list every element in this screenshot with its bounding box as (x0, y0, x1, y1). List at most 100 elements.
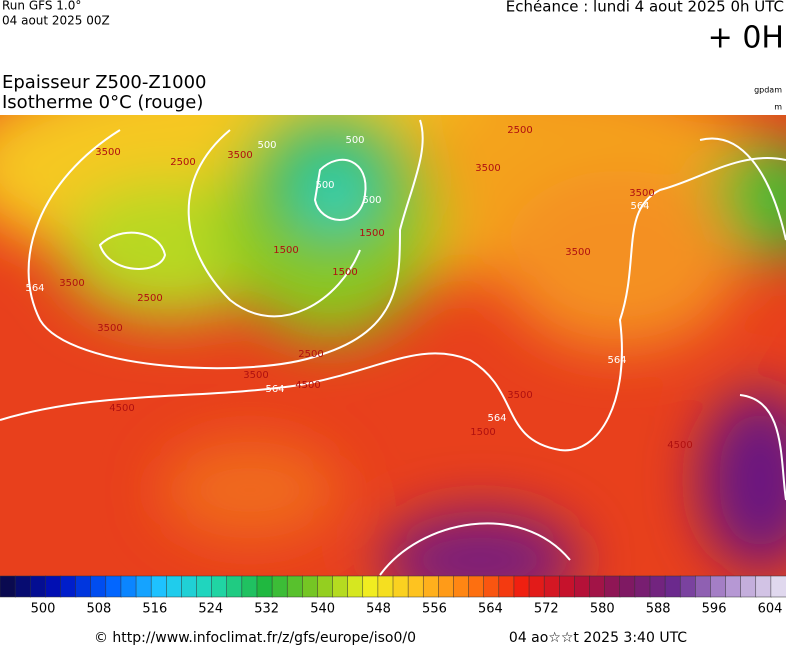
contour-label: 564 (265, 384, 284, 395)
contour-label: 500 (362, 195, 381, 206)
offset: + 0H (708, 21, 784, 56)
contour-label: 3500 (507, 390, 532, 401)
colorbar-swatch (211, 575, 228, 598)
colorbar-swatch (196, 575, 213, 598)
colorbar (0, 575, 786, 598)
footer-date: 04 ao☆☆t 2025 3:40 UTC (509, 630, 687, 646)
contour-labels: 3500 2500 3500 500 500 500 500 1500 1500 1500 2500… (25, 125, 692, 451)
colorbar-swatch (574, 575, 591, 598)
colorbar-swatch (543, 575, 561, 598)
colorbar-label: 516 (142, 602, 167, 617)
contour-label: 4500 (667, 440, 692, 451)
run-date: 04 aout 2025 00Z (2, 14, 110, 28)
colorbar-label: 588 (646, 602, 671, 617)
colorbar-swatch (513, 575, 530, 598)
colorbar-swatch (317, 575, 334, 598)
colorbar-swatch (45, 575, 62, 598)
colorbar-swatch (226, 575, 243, 598)
contour-label: 3500 (95, 147, 120, 158)
colorbar-swatch (166, 575, 183, 598)
colorbar-swatch (90, 575, 107, 598)
colorbar-swatch (710, 575, 727, 598)
colorbar-swatch (135, 575, 152, 598)
colorbar-swatch (725, 575, 742, 598)
colorbar-swatch (362, 575, 379, 598)
colorbar-swatch (528, 575, 545, 598)
colorbar-label: 596 (702, 602, 727, 617)
colorbar-swatch (271, 575, 288, 598)
colorbar-swatch (75, 575, 92, 598)
contour-label: 564 (487, 413, 506, 424)
colorbar-swatch (468, 575, 485, 598)
contour-label: 4500 (295, 380, 320, 391)
colorbar-swatch (483, 575, 500, 598)
title: Epaisseur Z500-Z1000 (2, 72, 207, 93)
source: © http://www.infoclimat.fr/z/gfs/europe/… (94, 630, 416, 646)
colorbar-swatch (14, 575, 31, 598)
colorbar-swatch (120, 575, 137, 598)
contour-label: 3500 (565, 247, 590, 258)
colorbar-swatch (332, 575, 349, 598)
contour-label: 3500 (629, 188, 654, 199)
colorbar-swatch (634, 575, 651, 598)
colorbar-swatch (377, 575, 394, 598)
colorbar-swatch (105, 575, 122, 598)
subtitle: Isotherme 0°C (rouge) (2, 92, 203, 113)
colorbar-label: 580 (590, 602, 615, 617)
colorbar-swatch (498, 575, 515, 598)
colorbar-swatch (407, 575, 424, 598)
contour-label: 1500 (332, 267, 357, 278)
colorbar-swatch (604, 575, 621, 598)
contour-label: 500 (345, 135, 364, 146)
colorbar-swatch (438, 575, 455, 598)
contour-label: 2500 (137, 293, 162, 304)
unit: gpdam (754, 86, 782, 95)
colorbar-label: 508 (87, 602, 112, 617)
contour-label: 2500 (507, 125, 532, 136)
colorbar-label: 604 (758, 602, 783, 617)
colorbar-swatch (256, 575, 273, 598)
colorbar-swatch (755, 575, 772, 598)
contour-label: 4500 (109, 403, 134, 414)
colorbar-swatch (60, 575, 77, 598)
contour-label: 3500 (59, 278, 84, 289)
colorbar-label: 524 (198, 602, 223, 617)
colorbar-swatch (453, 575, 470, 598)
colorbar-swatch (664, 575, 681, 598)
contour-label: 500 (315, 180, 334, 191)
colorbar-swatch (559, 575, 576, 598)
colorbar-swatch (347, 575, 364, 598)
contour-label: 3500 (243, 370, 268, 381)
colorbar-swatch (740, 575, 757, 598)
contour-label: 2500 (170, 157, 195, 168)
colorbar-swatch (241, 575, 258, 598)
colorbar-swatch (589, 575, 606, 598)
colorbar-swatch (649, 575, 666, 598)
contour-label: 3500 (97, 323, 122, 334)
colorbar-label: 564 (478, 602, 503, 617)
contour-label: 500 (257, 140, 276, 151)
contour-label: 564 (630, 201, 649, 212)
contour-label: 3500 (227, 150, 252, 161)
contours (0, 119, 786, 576)
colorbar-label: 572 (534, 602, 559, 617)
colorbar-swatch (679, 575, 697, 598)
contour-label: 1500 (470, 427, 495, 438)
contour-label: 564 (607, 355, 626, 366)
colorbar-label: 556 (422, 602, 447, 617)
colorbar-swatch (150, 575, 168, 598)
colorbar-label: 548 (366, 602, 391, 617)
colorbar-swatch (695, 575, 712, 598)
echeance: Echéance : lundi 4 aout 2025 0h UTC (506, 0, 784, 16)
colorbar-swatch (0, 575, 16, 598)
colorbar-swatch (181, 575, 198, 598)
colorbar-swatch (422, 575, 440, 598)
colorbar-swatch (286, 575, 304, 598)
contour-label: 564 (25, 283, 44, 294)
colorbar-swatch (770, 575, 786, 598)
colorbar-swatch (619, 575, 636, 598)
colorbar-label: 540 (310, 602, 335, 617)
unit: m (774, 103, 782, 112)
colorbar-swatch (29, 575, 47, 598)
